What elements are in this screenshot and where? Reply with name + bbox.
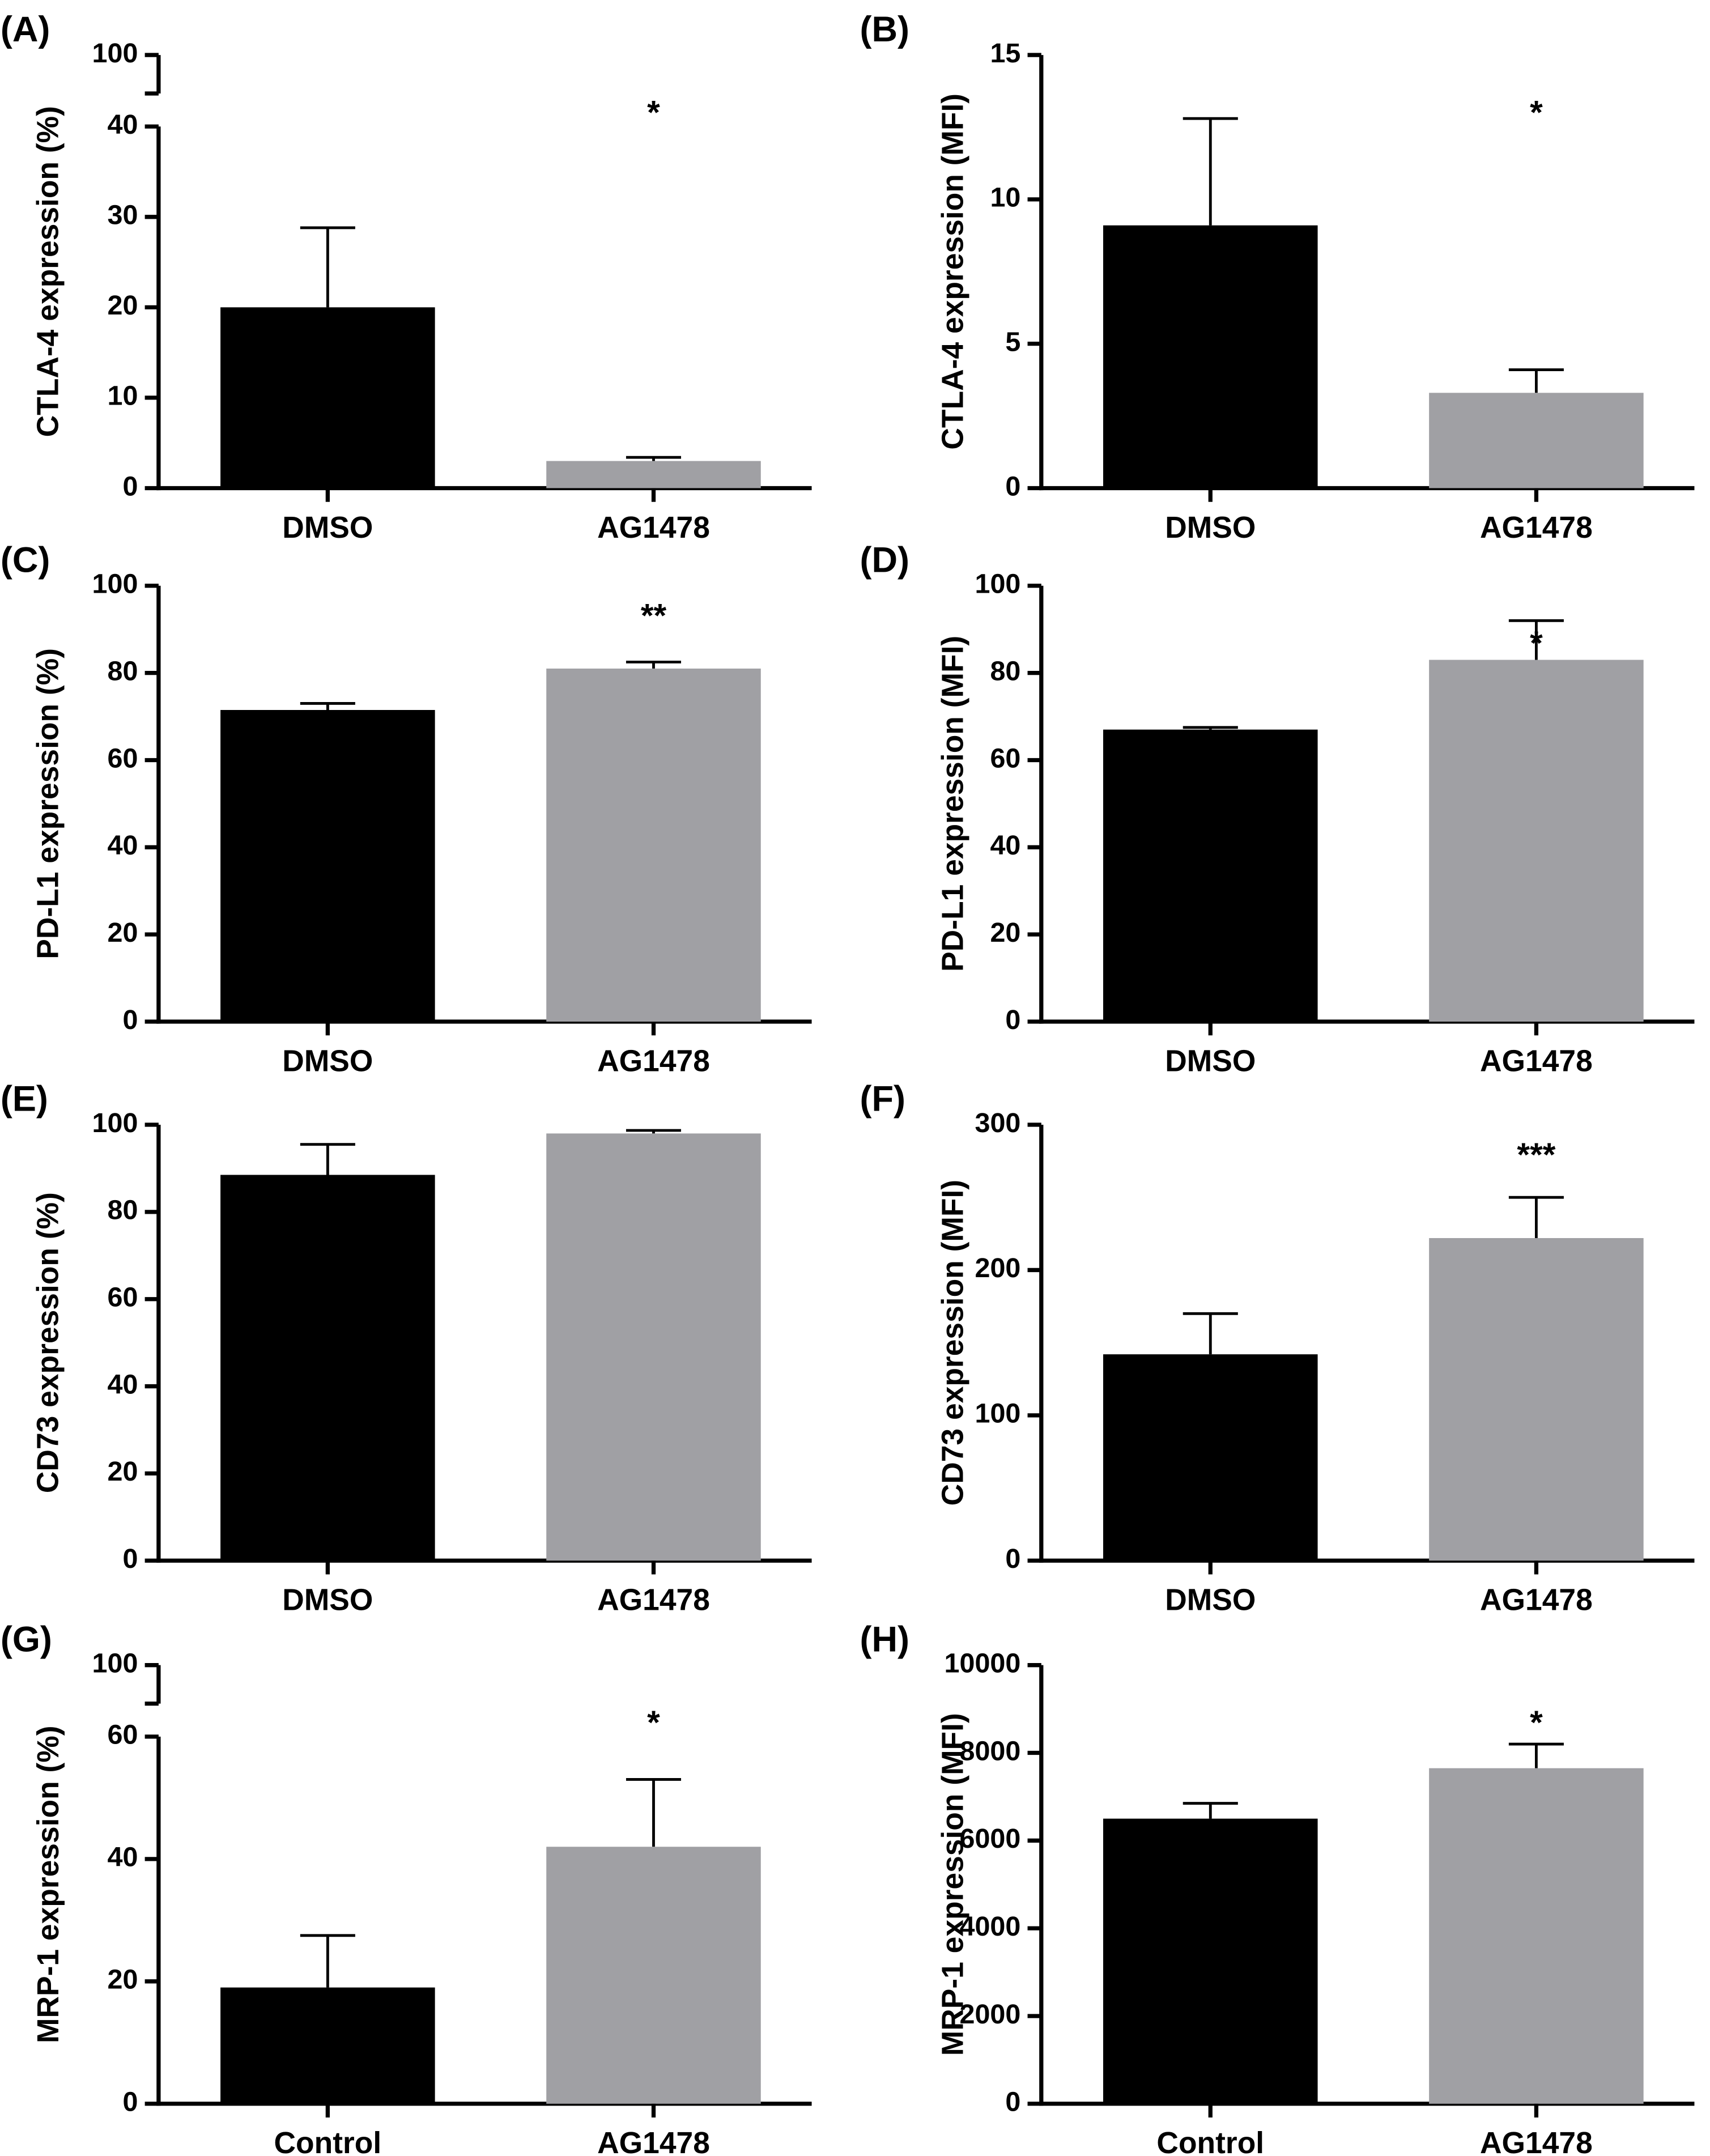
y-tick-label: 80 [108, 656, 138, 686]
x-tick-label: DMSO [282, 1044, 373, 1078]
panel-label: (B) [860, 10, 909, 49]
x-tick-label: DMSO [282, 1584, 373, 1617]
y-tick-label: 300 [975, 1108, 1020, 1138]
y-axis-label: PD-L1 expression (MFI) [936, 636, 969, 972]
y-tick-label: 100 [92, 569, 138, 599]
x-tick-label: Control [274, 2127, 382, 2156]
y-tick-label: 10 [108, 381, 138, 411]
y-tick-label: 200 [975, 1253, 1020, 1283]
x-tick-label: AG1478 [1480, 1584, 1593, 1617]
y-tick-label: 4000 [959, 1911, 1020, 1942]
y-tick-label: 20 [108, 917, 138, 948]
y-tick-label: 6000 [959, 1823, 1020, 1854]
y-tick-label: 40 [108, 830, 138, 861]
y-tick-label: 80 [108, 1195, 138, 1226]
bar [1429, 393, 1644, 488]
bar [1103, 1818, 1318, 2104]
bar [1103, 1354, 1318, 1561]
y-tick-label: 100 [92, 1648, 138, 1678]
y-axis-label: CD73 expression (%) [32, 1192, 65, 1493]
y-tick-label: 0 [1005, 1005, 1020, 1035]
y-tick-label: 80 [990, 656, 1020, 686]
significance: * [647, 94, 660, 131]
y-tick-label: 10000 [944, 1648, 1020, 1678]
y-axis-label: MRP-1 expression (%) [32, 1725, 65, 2043]
x-tick-label: AG1478 [597, 1044, 710, 1078]
y-axis-label: CTLA-4 expression (MFI) [936, 93, 969, 450]
bar [220, 1987, 435, 2104]
y-tick-label: 40 [108, 1842, 138, 1873]
y-axis-label: MRP-1 expression (MFI) [936, 1713, 969, 2056]
bar [1429, 1238, 1644, 1561]
significance: * [1530, 1704, 1543, 1741]
y-tick-label: 100 [92, 38, 138, 69]
y-axis-label: CD73 expression (MFI) [936, 1180, 969, 1506]
y-tick-label: 100 [975, 569, 1020, 599]
x-tick-label: DMSO [1165, 1044, 1256, 1078]
y-tick-label: 20 [990, 917, 1020, 948]
y-tick-label: 0 [1005, 471, 1020, 501]
y-tick-label: 100 [975, 1398, 1020, 1429]
y-tick-label: 15 [990, 38, 1020, 69]
y-tick-label: 0 [1005, 1543, 1020, 1574]
y-tick-label: 40 [990, 830, 1020, 861]
y-tick-label: 20 [108, 1456, 138, 1487]
y-tick-label: 60 [108, 1282, 138, 1313]
x-tick-label: AG1478 [597, 511, 710, 545]
y-tick-label: 60 [108, 1720, 138, 1750]
y-tick-label: 0 [123, 471, 138, 501]
panel-label: (E) [1, 1079, 48, 1119]
x-tick-label: DMSO [282, 511, 373, 545]
y-tick-label: 40 [108, 1369, 138, 1400]
y-tick-label: 30 [108, 200, 138, 231]
y-tick-label: 0 [123, 1005, 138, 1035]
y-tick-label: 0 [123, 1543, 138, 1574]
y-tick-label: 20 [108, 1964, 138, 1995]
y-tick-label: 2000 [959, 1999, 1020, 2030]
y-tick-label: 8000 [959, 1736, 1020, 1766]
y-tick-label: 10 [990, 182, 1020, 213]
x-tick-label: AG1478 [1480, 511, 1593, 545]
bar [1429, 660, 1644, 1022]
y-axis-label: CTLA-4 expression (%) [32, 106, 65, 437]
panel-label: (F) [860, 1079, 905, 1119]
bar [546, 1847, 761, 2104]
y-tick-label: 5 [1005, 326, 1020, 357]
y-tick-label: 40 [108, 109, 138, 140]
panel-label: (H) [860, 1619, 909, 1659]
bar [220, 1175, 435, 1561]
significance: ** [641, 598, 667, 635]
x-tick-label: AG1478 [1480, 1044, 1593, 1078]
x-tick-label: AG1478 [597, 2127, 710, 2156]
bar [546, 461, 761, 488]
y-axis-label: PD-L1 expression (%) [32, 648, 65, 959]
y-tick-label: 0 [123, 2087, 138, 2117]
bar [1103, 225, 1318, 488]
panel-label: (D) [860, 540, 909, 580]
y-tick-label: 100 [92, 1108, 138, 1138]
significance: * [1530, 625, 1543, 662]
panel-label: (G) [1, 1619, 52, 1659]
x-tick-label: Control [1156, 2127, 1264, 2156]
significance: *** [1517, 1137, 1555, 1173]
x-tick-label: AG1478 [597, 1584, 710, 1617]
bar [220, 307, 435, 488]
x-tick-label: DMSO [1165, 1584, 1256, 1617]
x-tick-label: AG1478 [1480, 2127, 1593, 2156]
y-tick-label: 60 [108, 743, 138, 773]
bar [220, 709, 435, 1022]
significance: * [1530, 94, 1543, 131]
y-tick-label: 0 [1005, 2087, 1020, 2117]
x-tick-label: DMSO [1165, 511, 1256, 545]
bar [546, 1133, 761, 1561]
bar [1429, 1768, 1644, 2104]
panel-label: (A) [1, 10, 50, 49]
panel-label: (C) [1, 540, 50, 580]
bar [546, 668, 761, 1022]
y-tick-label: 20 [108, 290, 138, 321]
bar [1103, 729, 1318, 1022]
y-tick-label: 60 [990, 743, 1020, 773]
significance: * [647, 1704, 660, 1741]
